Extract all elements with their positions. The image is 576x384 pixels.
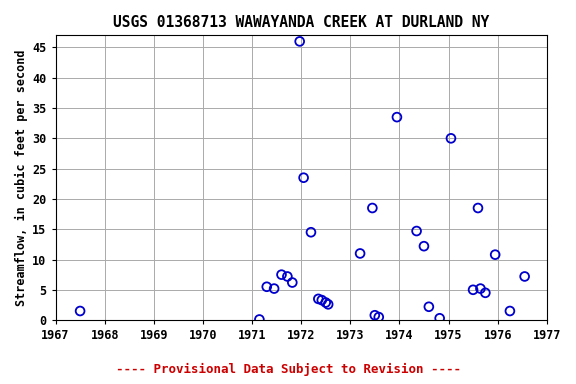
Point	[419, 243, 429, 249]
Point	[392, 114, 401, 120]
Point	[374, 314, 384, 320]
Point	[277, 271, 286, 278]
Point	[367, 205, 377, 211]
Point	[446, 135, 456, 141]
Point	[317, 297, 327, 303]
Point	[481, 290, 490, 296]
Point	[324, 301, 333, 308]
Point	[473, 205, 483, 211]
Point	[255, 316, 264, 323]
Point	[283, 273, 292, 280]
Point	[505, 308, 514, 314]
Point	[491, 252, 500, 258]
Point	[314, 296, 323, 302]
Point	[299, 175, 308, 181]
Point	[520, 273, 529, 280]
Point	[370, 312, 380, 318]
Point	[425, 304, 434, 310]
Point	[287, 280, 297, 286]
Point	[321, 300, 330, 306]
Y-axis label: Streamflow, in cubic feet per second: Streamflow, in cubic feet per second	[15, 50, 28, 306]
Point	[270, 286, 279, 292]
Point	[476, 286, 485, 292]
Point	[435, 315, 444, 321]
Title: USGS 01368713 WAWAYANDA CREEK AT DURLAND NY: USGS 01368713 WAWAYANDA CREEK AT DURLAND…	[113, 15, 489, 30]
Point	[468, 287, 478, 293]
Text: ---- Provisional Data Subject to Revision ----: ---- Provisional Data Subject to Revisio…	[116, 363, 460, 376]
Point	[306, 229, 316, 235]
Point	[412, 228, 421, 234]
Point	[262, 284, 271, 290]
Point	[355, 250, 365, 257]
Point	[75, 308, 85, 314]
Point	[295, 38, 304, 45]
